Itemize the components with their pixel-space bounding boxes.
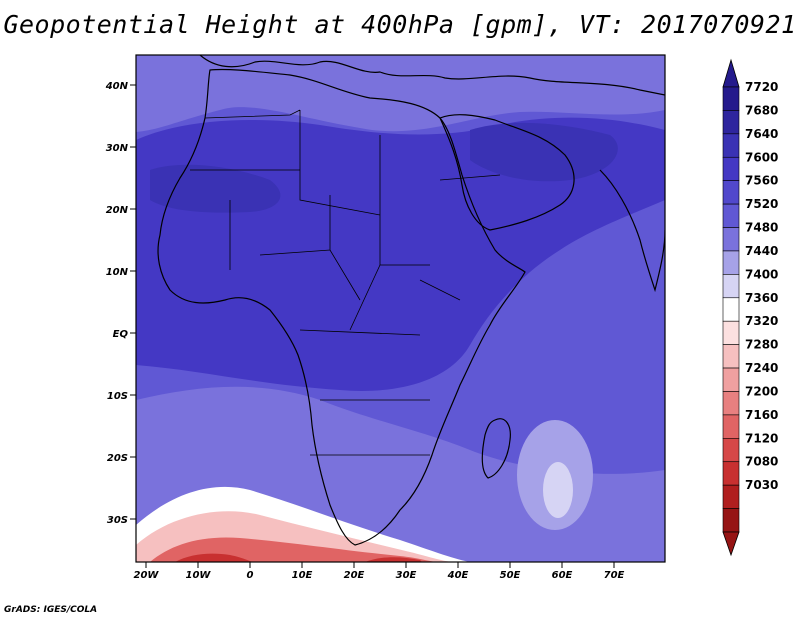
lat-label: 30S	[107, 515, 128, 526]
lat-label: EQ	[113, 329, 129, 340]
colorbar-label: 7160	[745, 408, 778, 422]
field-deep-red-core	[175, 553, 422, 562]
lat-label: 10N	[106, 267, 129, 278]
colorbar-label: 7520	[745, 197, 778, 211]
colorbar-swatch	[722, 227, 740, 252]
colorbar-label: 7360	[745, 291, 778, 305]
colorbar-swatch	[722, 367, 740, 392]
lon-label: 0	[247, 570, 254, 581]
lon-label: 40E	[447, 570, 469, 581]
footer-credit: GrADS: IGES/COLA	[4, 605, 98, 615]
colorbar-bottom-arrow	[722, 531, 740, 557]
arabia-coastline	[439, 114, 575, 231]
colorbar-swatch	[722, 508, 740, 533]
lon-label: 10W	[186, 570, 212, 581]
colorbar-swatch	[722, 320, 740, 345]
colorbar-label: 7640	[745, 127, 778, 141]
colorbar-label: 7600	[745, 150, 778, 164]
colorbar-swatch	[722, 484, 740, 509]
colorbar-label: 7400	[745, 267, 778, 281]
lon-label: 50E	[500, 570, 521, 581]
colorbar-swatch	[722, 250, 740, 275]
lon-label: 20W	[134, 570, 160, 581]
field-arabian-core	[470, 122, 618, 182]
colorbar-swatch	[722, 414, 740, 439]
plot-frame	[135, 54, 666, 563]
colorbar-label: 7720	[745, 80, 778, 94]
madagascar-outline	[481, 418, 511, 479]
lon-label: 30E	[396, 570, 417, 581]
lat-label: 40N	[105, 81, 129, 92]
colorbar-top-arrow	[722, 58, 740, 88]
colorbar-swatch	[722, 344, 740, 369]
lon-label: 60E	[552, 570, 573, 581]
colorbar-swatch	[722, 391, 740, 416]
europe-coastline	[199, 55, 665, 96]
colorbar-swatch	[722, 133, 740, 158]
colorbar-swatch	[722, 461, 740, 486]
field-mediterranean-band	[136, 55, 665, 132]
colorbar: 7720 7680 7640 7600 7560 7520 7480 7440 7400 7360…	[722, 58, 778, 557]
colorbar-swatch	[722, 297, 740, 322]
colorbar-label: 7480	[745, 221, 778, 235]
colorbar-label: 7320	[745, 314, 778, 328]
colorbar-label: 7280	[745, 338, 778, 352]
height-field	[136, 55, 665, 562]
colorbar-swatch	[722, 156, 740, 181]
colorbar-swatch	[722, 203, 740, 228]
lon-label: 20E	[344, 570, 365, 581]
colorbar-label: 7680	[745, 103, 778, 117]
lon-label: 70E	[604, 570, 625, 581]
field-saharan-core	[150, 164, 281, 213]
coastlines	[157, 55, 665, 546]
colorbar-label: 7030	[745, 478, 778, 492]
colorbar-label: 7240	[745, 361, 778, 375]
colorbar-label: 7200	[745, 384, 778, 398]
colorbar-swatch	[722, 274, 740, 299]
map-title: Geopotential Height at 400hPa [gpm], VT:…	[3, 10, 797, 39]
india-coastline	[599, 169, 665, 293]
colorbar-label: 7560	[745, 174, 778, 188]
longitude-axis: 20W 10W 0 10E 20E 30E 40E 50E 60E 70E	[134, 562, 625, 581]
lon-label: 10E	[292, 570, 313, 581]
lat-label: 20N	[106, 205, 129, 216]
colorbar-label: 7120	[745, 431, 778, 445]
latitude-axis: 40N 30N 20N 10N EQ 10S 20S 30S	[105, 81, 136, 526]
lat-label: 20S	[107, 453, 128, 464]
country-borders	[190, 109, 501, 456]
colorbar-swatch	[722, 110, 740, 135]
colorbar-label: 7440	[745, 244, 778, 258]
colorbar-label: 7080	[745, 455, 778, 469]
colorbar-swatch	[722, 438, 740, 463]
africa-coastline	[157, 68, 526, 546]
lat-label: 10S	[107, 391, 128, 402]
colorbar-swatch	[722, 180, 740, 205]
colorbar-swatch	[722, 86, 740, 111]
field-ridge-core	[543, 462, 573, 518]
lat-label: 30N	[106, 143, 129, 154]
